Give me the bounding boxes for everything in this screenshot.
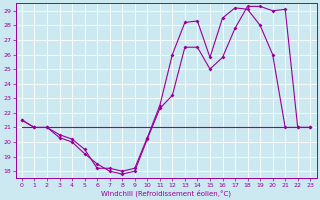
X-axis label: Windchill (Refroidissement éolien,°C): Windchill (Refroidissement éolien,°C) [101, 189, 231, 197]
